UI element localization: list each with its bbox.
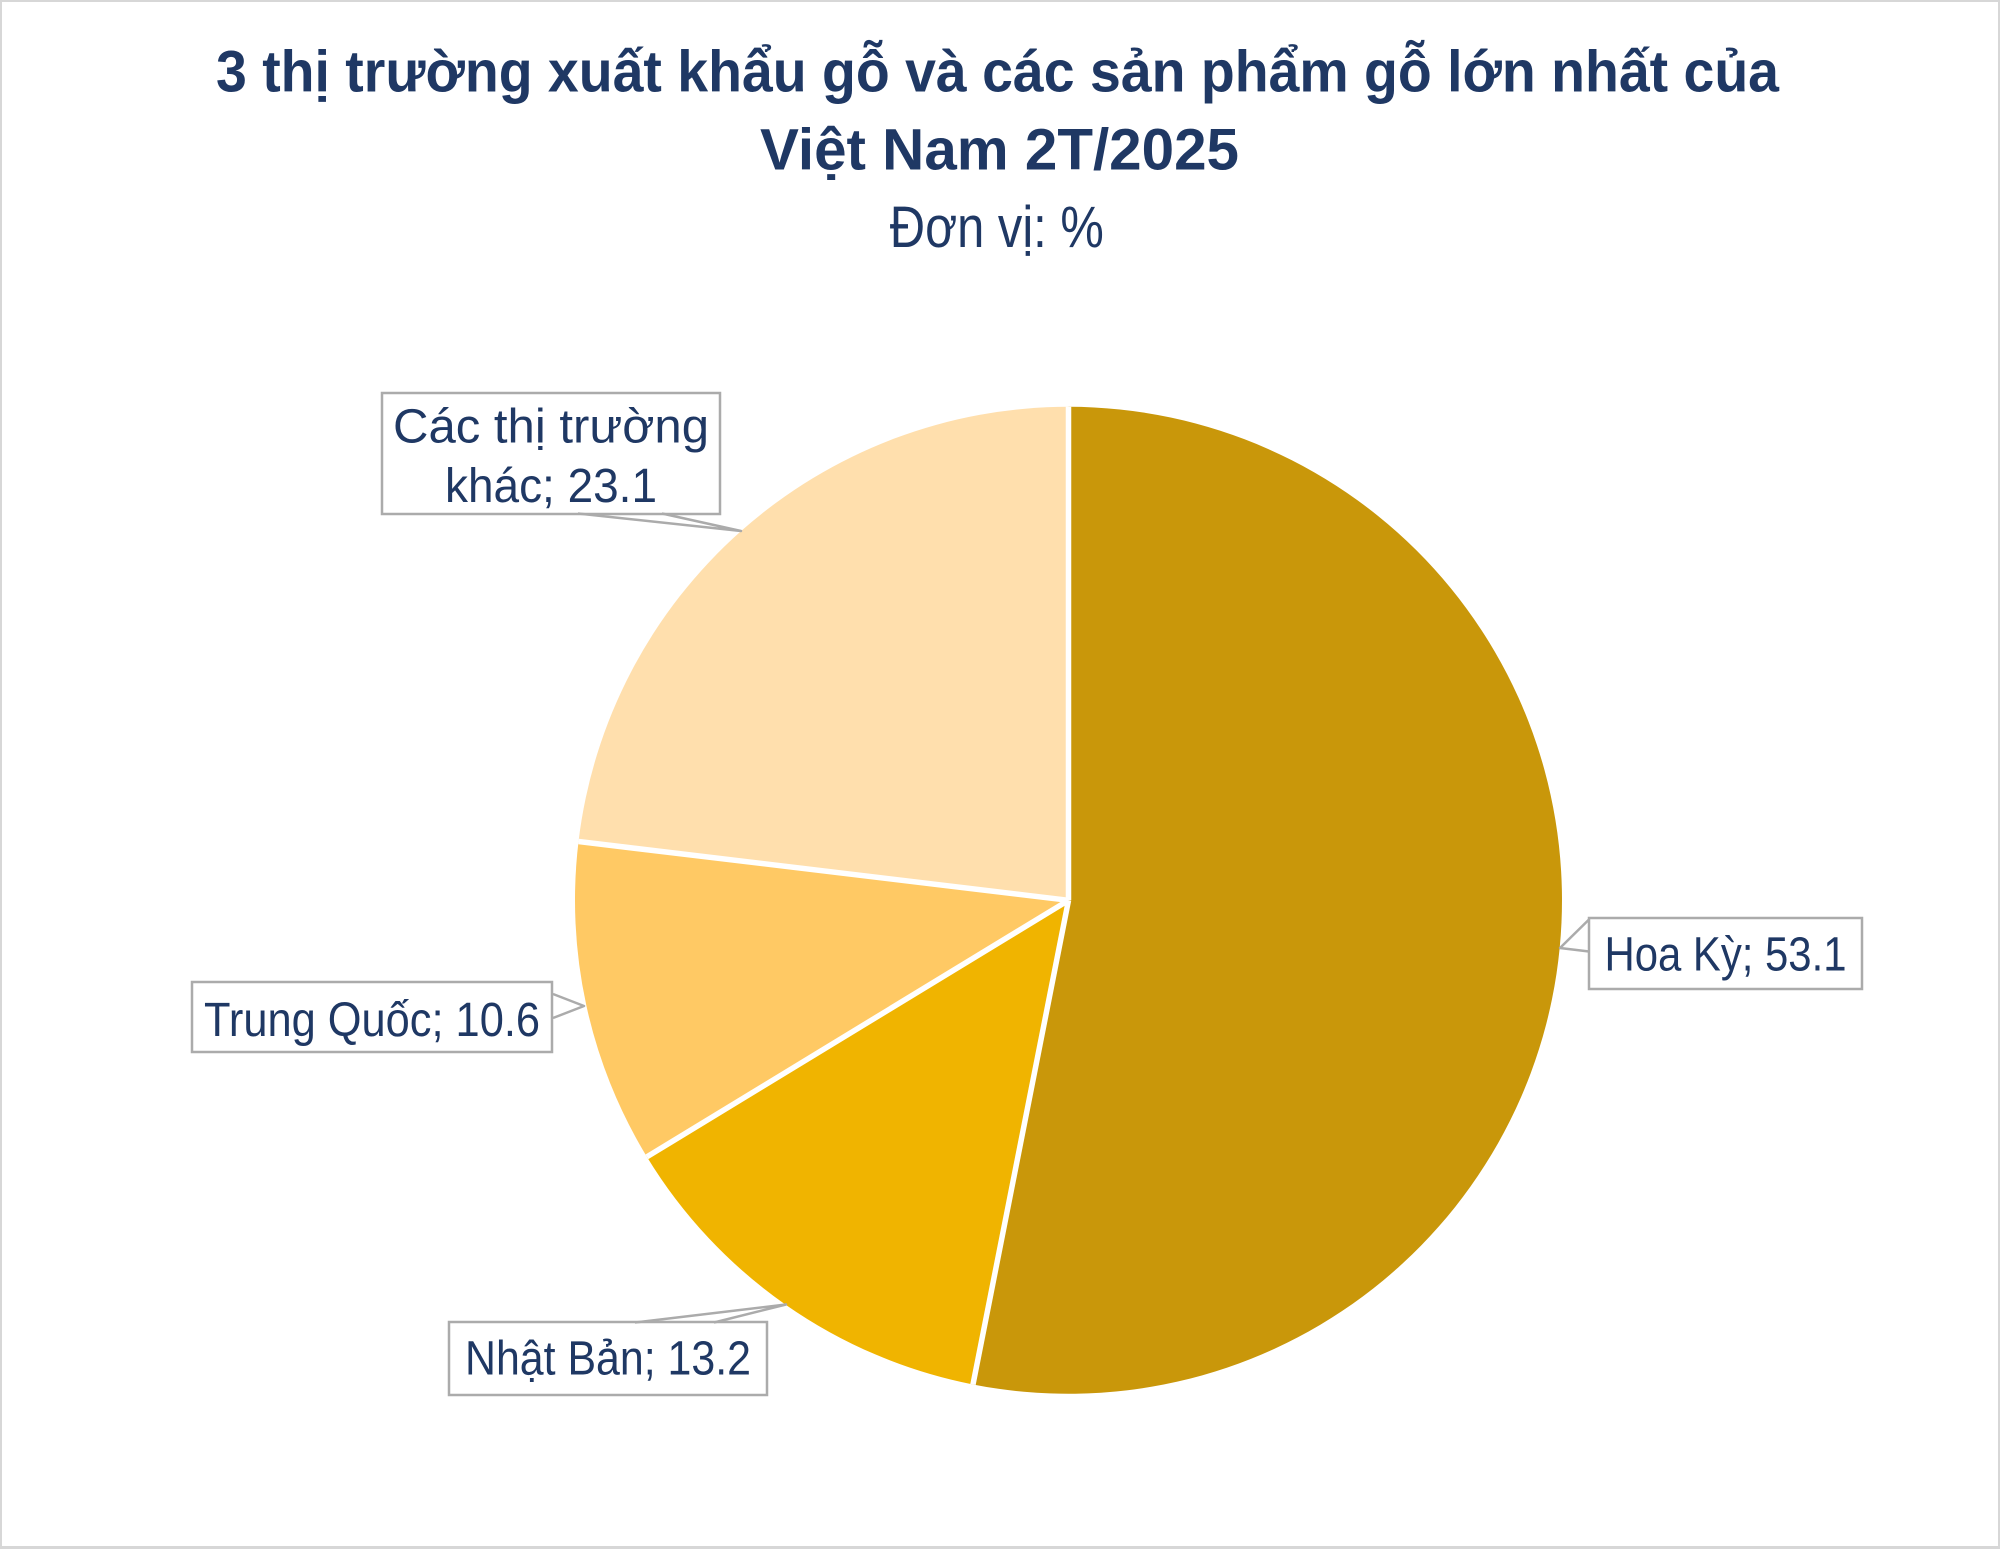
svg-text:Các thị trường: Các thị trường xyxy=(393,400,709,454)
svg-text:Việt Nam 2T/2025: Việt Nam 2T/2025 xyxy=(760,118,1239,183)
svg-text:Trung Quốc; 10.6: Trung Quốc; 10.6 xyxy=(204,993,540,1047)
svg-text:Đơn vị: %: Đơn vị: % xyxy=(890,195,1104,260)
svg-text:3 thị trường xuất khẩu gỗ và c: 3 thị trường xuất khẩu gỗ và các sản phẩ… xyxy=(216,38,1780,104)
svg-text:Hoa Kỳ; 53.1: Hoa Kỳ; 53.1 xyxy=(1605,928,1847,982)
svg-text:khác; 23.1: khác; 23.1 xyxy=(445,459,657,513)
svg-text:Nhật Bản; 13.2: Nhật Bản; 13.2 xyxy=(465,1332,751,1386)
